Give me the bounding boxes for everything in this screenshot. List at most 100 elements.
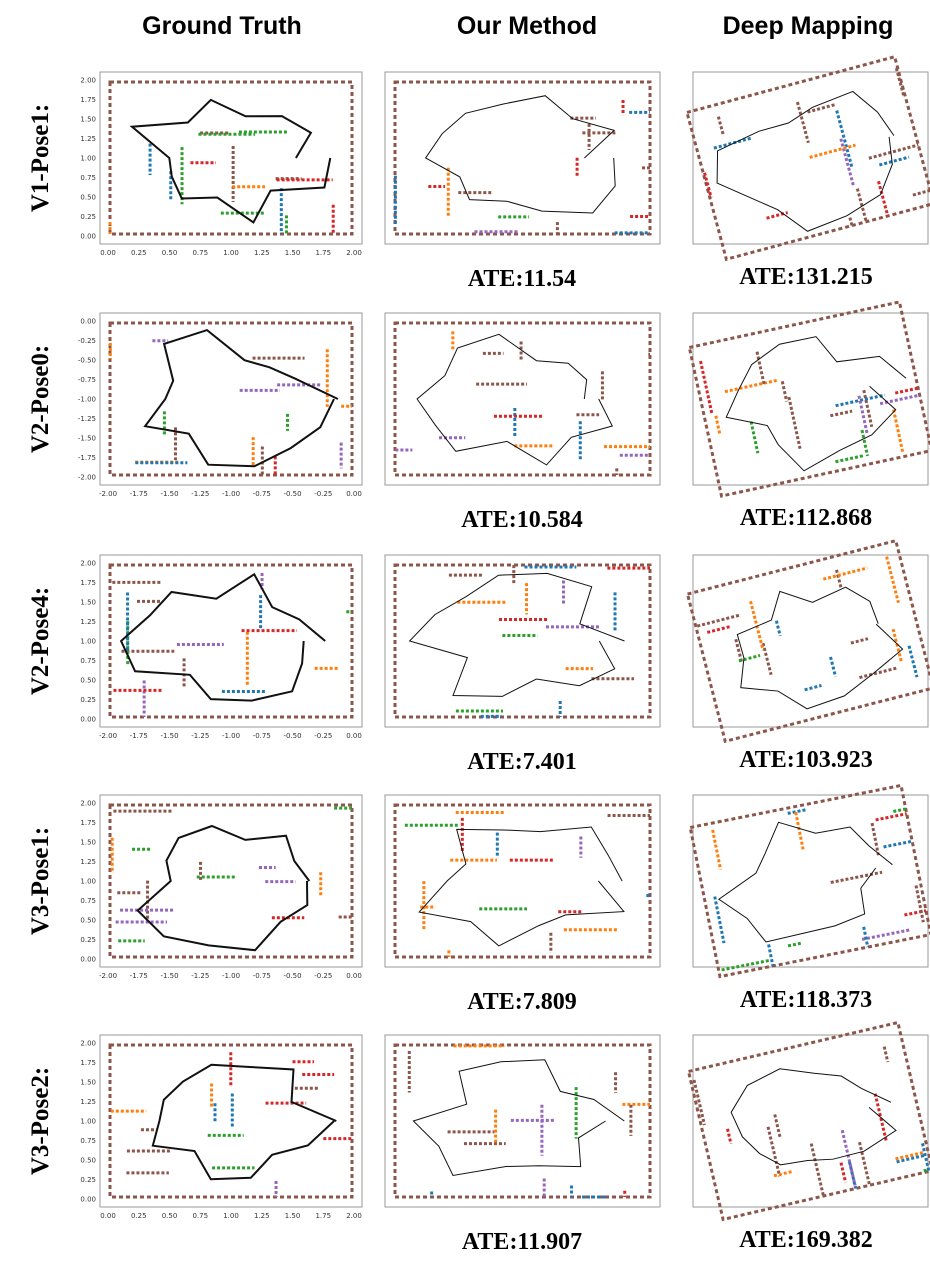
- map-wall: [714, 415, 722, 435]
- map-wall: [878, 155, 910, 167]
- x-tick-label: -1.75: [130, 732, 148, 740]
- y-tick-label: 0.25: [80, 696, 96, 704]
- map-plot: [108, 563, 354, 719]
- x-tick-label: -1.50: [160, 972, 178, 980]
- y-tick-label: 1.50: [80, 116, 96, 124]
- x-tick-label: 1.25: [254, 1212, 270, 1220]
- map-wall: [860, 429, 870, 457]
- x-tick-label: 0.00: [346, 732, 362, 740]
- map-wall: [699, 360, 714, 414]
- map-wall: [716, 116, 725, 136]
- map-wall: [685, 54, 930, 262]
- x-tick-label: 1.75: [315, 249, 331, 257]
- x-tick-label: -1.75: [130, 972, 148, 980]
- x-tick-label: 0.00: [100, 249, 116, 257]
- column-header: Our Method: [457, 12, 597, 40]
- y-tick-label: 1.00: [80, 878, 96, 886]
- map-wall: [834, 569, 843, 589]
- ate-label: ATE:112.868: [740, 505, 872, 531]
- map-wall: [108, 1043, 354, 1199]
- plot-frame: [692, 794, 929, 968]
- map-wall: [795, 101, 810, 144]
- map-wall: [108, 321, 354, 477]
- y-tick-label: -1.75: [78, 454, 96, 462]
- y-tick-label: 1.50: [80, 1079, 96, 1087]
- x-tick-label: 0.00: [100, 1212, 116, 1220]
- x-tick-label: 0.00: [346, 490, 362, 498]
- trajectory: [408, 572, 625, 697]
- map-wall: [859, 666, 898, 680]
- x-tick-label: -1.25: [191, 490, 209, 498]
- y-tick-label: -1.50: [78, 435, 96, 443]
- map-plot: [108, 803, 354, 959]
- map-wall: [891, 628, 903, 663]
- map-wall: [809, 1143, 825, 1197]
- map-wall: [912, 188, 930, 197]
- plot-frame: [99, 554, 363, 728]
- x-tick-label: -1.50: [160, 490, 178, 498]
- plot-frame: [99, 794, 363, 968]
- map-wall: [809, 143, 856, 159]
- map-wall: [108, 563, 354, 719]
- map-wall: [839, 138, 856, 188]
- map-plot: [393, 563, 652, 719]
- map-wall: [703, 172, 713, 198]
- map-wall: [850, 637, 869, 645]
- y-tick-label: -0.75: [78, 376, 96, 384]
- x-tick-label: -1.00: [222, 972, 240, 980]
- map-wall: [393, 1043, 652, 1199]
- y-tick-label: 1.00: [80, 638, 96, 646]
- y-tick-label: 2.00: [80, 560, 96, 568]
- map-wall: [892, 409, 905, 453]
- x-tick-label: -1.00: [222, 732, 240, 740]
- map-plot: [393, 1043, 652, 1199]
- y-tick-label: 0.75: [80, 1137, 96, 1145]
- map-wall: [696, 613, 741, 628]
- map-plot: [686, 1020, 930, 1222]
- x-tick-label: 0.75: [192, 1212, 208, 1220]
- ate-label: ATE:7.401: [467, 749, 577, 775]
- map-wall: [862, 389, 874, 428]
- map-plot: [687, 300, 930, 498]
- map-wall: [787, 808, 806, 815]
- x-tick-label: -0.75: [253, 732, 271, 740]
- trajectory: [119, 572, 326, 702]
- x-tick-label: -0.75: [253, 972, 271, 980]
- trajectory: [418, 826, 625, 947]
- map-wall: [904, 909, 927, 917]
- y-tick-label: -0.25: [78, 337, 96, 345]
- map-wall: [393, 80, 652, 236]
- x-tick-label: -0.25: [314, 490, 332, 498]
- x-tick-label: 2.00: [346, 249, 362, 257]
- trajectory: [129, 98, 332, 224]
- x-tick-label: 1.75: [315, 1212, 331, 1220]
- map-wall: [692, 1079, 706, 1126]
- map-wall: [767, 944, 775, 967]
- map-wall: [773, 1114, 782, 1139]
- plot-frame: [384, 794, 661, 968]
- map-wall: [894, 386, 919, 395]
- column-header: Deep Mapping: [723, 12, 894, 40]
- map-wall: [108, 803, 354, 959]
- map-wall: [868, 143, 919, 160]
- x-tick-label: 0.75: [192, 249, 208, 257]
- map-wall: [706, 625, 731, 634]
- ate-label: ATE:131.215: [739, 264, 873, 290]
- trajectory: [424, 95, 616, 214]
- x-tick-label: 0.25: [131, 249, 147, 257]
- map-plot: [685, 538, 930, 744]
- plot-frame: [692, 312, 929, 486]
- ate-label: ATE:7.809: [467, 989, 577, 1015]
- map-plot: [393, 80, 652, 236]
- x-tick-label: -0.50: [283, 972, 301, 980]
- map-wall: [773, 1169, 794, 1178]
- x-tick-label: 1.00: [223, 1212, 239, 1220]
- map-wall: [877, 180, 890, 217]
- x-tick-label: -0.25: [314, 732, 332, 740]
- x-tick-label: 0.50: [162, 1212, 178, 1220]
- map-wall: [787, 396, 802, 450]
- trajectory: [716, 90, 895, 232]
- x-tick-label: -1.25: [191, 972, 209, 980]
- map-plot: [108, 80, 354, 236]
